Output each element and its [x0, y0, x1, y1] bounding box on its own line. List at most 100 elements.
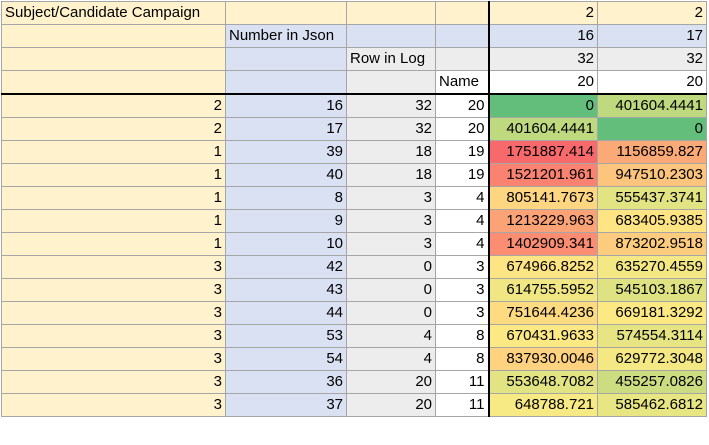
cell-name[interactable]: 8 [435, 324, 489, 348]
cell-number-in-json[interactable]: 37 [225, 393, 347, 417]
cell-name[interactable]: 3 [435, 278, 489, 302]
cell-number-in-json[interactable]: 43 [225, 278, 347, 302]
cell-distance-col-e[interactable]: 1521201.961 [487, 163, 598, 187]
cell-distance-col-f[interactable]: 683405.9385 [597, 209, 707, 233]
cell-name[interactable]: 11 [435, 370, 489, 394]
cell-number-in-json[interactable]: 10 [225, 232, 347, 256]
cell-row-in-log[interactable]: 32 [346, 93, 436, 118]
cell-subject-campaign[interactable]: 3 [1, 278, 226, 302]
cell-distance-col-e[interactable]: 1213229.963 [487, 209, 598, 233]
cell-name[interactable]: 8 [435, 347, 489, 371]
cell-name[interactable]: 11 [435, 393, 489, 417]
cell-distance-col-f[interactable]: 873202.9518 [597, 232, 707, 256]
cell-number-in-json[interactable]: 8 [225, 186, 347, 210]
cell-subject-campaign[interactable]: 1 [1, 186, 226, 210]
cell-distance-col-e[interactable]: 0 [487, 93, 598, 118]
cell-empty[interactable] [435, 1, 489, 25]
cell-header-name[interactable]: Name [435, 70, 489, 95]
cell-name[interactable]: 4 [435, 232, 489, 256]
cell-row-in-log[interactable]: 32 [346, 117, 436, 141]
cell-distance-col-e[interactable]: 401604.4441 [487, 117, 598, 141]
cell-empty[interactable] [1, 24, 226, 48]
cell-name[interactable]: 4 [435, 186, 489, 210]
cell-empty[interactable] [435, 24, 489, 48]
cell-header-subject-candidate[interactable]: Subject/Candidate Campaign [1, 1, 226, 25]
cell-number-in-json[interactable]: 53 [225, 324, 347, 348]
cell-subject-campaign[interactable]: 2 [1, 93, 226, 118]
cell-number-in-json[interactable]: 42 [225, 255, 347, 279]
cell-distance-col-e[interactable]: 670431.9633 [487, 324, 598, 348]
cell-row-in-log[interactable]: 0 [346, 278, 436, 302]
cell-campaign-col-e[interactable]: 2 [487, 1, 598, 25]
cell-subject-campaign[interactable]: 3 [1, 370, 226, 394]
cell-distance-col-f[interactable]: 1156859.827 [597, 140, 707, 164]
cell-number-in-json[interactable]: 44 [225, 301, 347, 325]
cell-log-col-e[interactable]: 32 [487, 47, 598, 71]
cell-number-in-json[interactable]: 54 [225, 347, 347, 371]
cell-subject-campaign[interactable]: 3 [1, 301, 226, 325]
cell-empty[interactable] [225, 1, 347, 25]
cell-empty[interactable] [225, 70, 347, 95]
cell-distance-col-f[interactable]: 574554.3114 [597, 324, 707, 348]
cell-distance-col-f[interactable]: 555437.3741 [597, 186, 707, 210]
cell-row-in-log[interactable]: 0 [346, 255, 436, 279]
cell-subject-campaign[interactable]: 1 [1, 140, 226, 164]
cell-subject-campaign[interactable]: 1 [1, 163, 226, 187]
cell-name[interactable]: 20 [435, 93, 489, 118]
cell-row-in-log[interactable]: 3 [346, 186, 436, 210]
cell-subject-campaign[interactable]: 2 [1, 117, 226, 141]
cell-row-in-log[interactable]: 4 [346, 347, 436, 371]
cell-empty[interactable] [346, 24, 436, 48]
cell-row-in-log[interactable]: 18 [346, 140, 436, 164]
cell-distance-col-e[interactable]: 674966.8252 [487, 255, 598, 279]
cell-number-in-json[interactable]: 9 [225, 209, 347, 233]
cell-empty[interactable] [435, 47, 489, 71]
cell-row-in-log[interactable]: 18 [346, 163, 436, 187]
cell-subject-campaign[interactable]: 3 [1, 393, 226, 417]
cell-distance-col-f[interactable]: 401604.4441 [597, 93, 707, 118]
cell-subject-campaign[interactable]: 1 [1, 232, 226, 256]
cell-name[interactable]: 19 [435, 163, 489, 187]
cell-name[interactable]: 3 [435, 255, 489, 279]
cell-number-in-json[interactable]: 39 [225, 140, 347, 164]
cell-empty[interactable] [346, 1, 436, 25]
cell-empty[interactable] [1, 70, 226, 95]
cell-distance-col-f[interactable]: 635270.4559 [597, 255, 707, 279]
cell-subject-campaign[interactable]: 3 [1, 255, 226, 279]
cell-header-number-in-json[interactable]: Number in Json [225, 24, 347, 48]
cell-name[interactable]: 19 [435, 140, 489, 164]
cell-distance-col-e[interactable]: 751644.4236 [487, 301, 598, 325]
cell-name[interactable]: 20 [435, 117, 489, 141]
cell-subject-campaign[interactable]: 3 [1, 347, 226, 371]
cell-distance-col-e[interactable]: 648788.721 [487, 393, 598, 417]
cell-json-col-e[interactable]: 16 [487, 24, 598, 48]
cell-name-col-f[interactable]: 20 [597, 70, 707, 95]
cell-distance-col-f[interactable]: 669181.3292 [597, 301, 707, 325]
cell-number-in-json[interactable]: 36 [225, 370, 347, 394]
cell-distance-col-f[interactable]: 455257.0826 [597, 370, 707, 394]
cell-distance-col-f[interactable]: 629772.3048 [597, 347, 707, 371]
cell-number-in-json[interactable]: 40 [225, 163, 347, 187]
cell-name[interactable]: 4 [435, 209, 489, 233]
cell-distance-col-f[interactable]: 0 [597, 117, 707, 141]
cell-subject-campaign[interactable]: 3 [1, 324, 226, 348]
cell-number-in-json[interactable]: 17 [225, 117, 347, 141]
cell-empty[interactable] [1, 47, 226, 71]
cell-distance-col-e[interactable]: 837930.0046 [487, 347, 598, 371]
cell-json-col-f[interactable]: 17 [597, 24, 707, 48]
cell-distance-col-f[interactable]: 947510.2303 [597, 163, 707, 187]
cell-subject-campaign[interactable]: 1 [1, 209, 226, 233]
cell-name-col-e[interactable]: 20 [487, 70, 598, 95]
cell-row-in-log[interactable]: 20 [346, 370, 436, 394]
cell-empty[interactable] [225, 47, 347, 71]
cell-empty[interactable] [346, 70, 436, 95]
cell-row-in-log[interactable]: 4 [346, 324, 436, 348]
cell-distance-col-e[interactable]: 805141.7673 [487, 186, 598, 210]
cell-name[interactable]: 3 [435, 301, 489, 325]
cell-distance-col-f[interactable]: 545103.1867 [597, 278, 707, 302]
cell-row-in-log[interactable]: 20 [346, 393, 436, 417]
cell-row-in-log[interactable]: 0 [346, 301, 436, 325]
cell-distance-col-f[interactable]: 585462.6812 [597, 393, 707, 417]
cell-row-in-log[interactable]: 3 [346, 232, 436, 256]
cell-number-in-json[interactable]: 16 [225, 93, 347, 118]
